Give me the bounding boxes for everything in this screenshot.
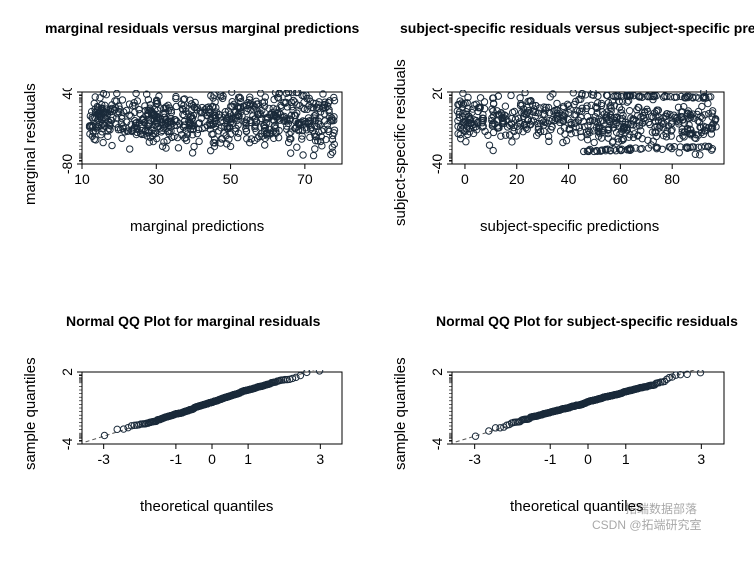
svg-text:20: 20 — [509, 171, 525, 187]
svg-text:2: 2 — [59, 368, 75, 376]
svg-text:70: 70 — [297, 171, 313, 187]
bl-xlabel: theoretical quantiles — [140, 498, 273, 515]
br-title: Normal QQ Plot for subject-specific resi… — [436, 313, 738, 329]
svg-text:10: 10 — [74, 171, 90, 187]
bl-ylabel: sample quantiles — [22, 357, 39, 470]
svg-text:0: 0 — [461, 171, 469, 187]
watermark-line2: CSDN @拓端研究室 — [592, 516, 702, 533]
svg-text:-3: -3 — [468, 451, 481, 467]
svg-text:1: 1 — [244, 451, 252, 467]
svg-text:80: 80 — [664, 171, 680, 187]
svg-text:-4: -4 — [59, 438, 75, 451]
tl-xlabel: marginal predictions — [130, 218, 264, 235]
svg-text:0: 0 — [208, 451, 216, 467]
tl-plot: -80 40 10 30 50 70 — [42, 88, 362, 200]
svg-text:20: 20 — [429, 88, 445, 100]
svg-text:30: 30 — [148, 171, 164, 187]
tl-ylabel: marginal residuals — [22, 83, 39, 205]
bl-plot: -4 2 -3 -1 0 1 3 — [42, 368, 362, 480]
watermark-line1: 拓端数据部落 — [625, 500, 697, 517]
tr-xlabel: subject-specific predictions — [480, 218, 659, 235]
svg-text:1: 1 — [622, 451, 630, 467]
br-plot: -4 2 -3 -1 0 1 3 — [412, 368, 744, 480]
svg-text:-80: -80 — [59, 154, 75, 174]
br-xlabel: theoretical quantiles — [510, 498, 643, 515]
tr-plot: -40 20 0 20 40 60 80 — [412, 88, 744, 200]
svg-text:-4: -4 — [429, 438, 445, 451]
svg-text:-3: -3 — [97, 451, 110, 467]
svg-text:2: 2 — [429, 368, 445, 376]
svg-text:60: 60 — [613, 171, 629, 187]
svg-text:0: 0 — [584, 451, 592, 467]
tl-title: marginal residuals versus marginal predi… — [45, 20, 359, 36]
bl-title: Normal QQ Plot for marginal residuals — [66, 313, 320, 329]
tr-ylabel: subject-specific residuals — [392, 59, 409, 226]
svg-text:-1: -1 — [170, 451, 183, 467]
svg-text:40: 40 — [59, 88, 75, 100]
svg-text:-1: -1 — [544, 451, 557, 467]
svg-text:-40: -40 — [429, 154, 445, 174]
br-ylabel: sample quantiles — [392, 357, 409, 470]
svg-text:3: 3 — [316, 451, 324, 467]
figure-root: marginal residuals versus marginal predi… — [0, 0, 754, 563]
svg-text:40: 40 — [561, 171, 577, 187]
svg-text:3: 3 — [697, 451, 705, 467]
svg-text:50: 50 — [223, 171, 239, 187]
tr-title: subject-specific residuals versus subjec… — [400, 20, 754, 36]
